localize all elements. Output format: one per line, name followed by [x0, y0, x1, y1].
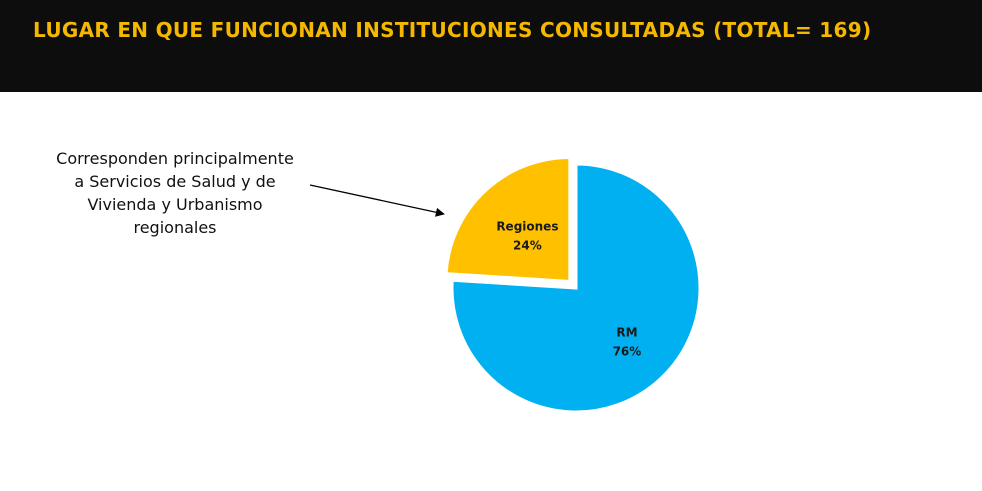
annotation: Corresponden principalmente a Servicios …: [56, 149, 294, 237]
chart-title: LUGAR EN QUE FUNCIONAN INSTITUCIONES CON…: [33, 18, 872, 42]
value-label: 76%: [613, 345, 642, 359]
slice-label: RM: [616, 326, 637, 340]
slice-label: Regiones: [496, 220, 558, 234]
header-band: [0, 0, 982, 92]
pie-slice: [450, 162, 702, 414]
pie-slice: [444, 155, 572, 284]
annotation-arrow: [309, 184, 445, 217]
value-label: 24%: [513, 239, 542, 253]
